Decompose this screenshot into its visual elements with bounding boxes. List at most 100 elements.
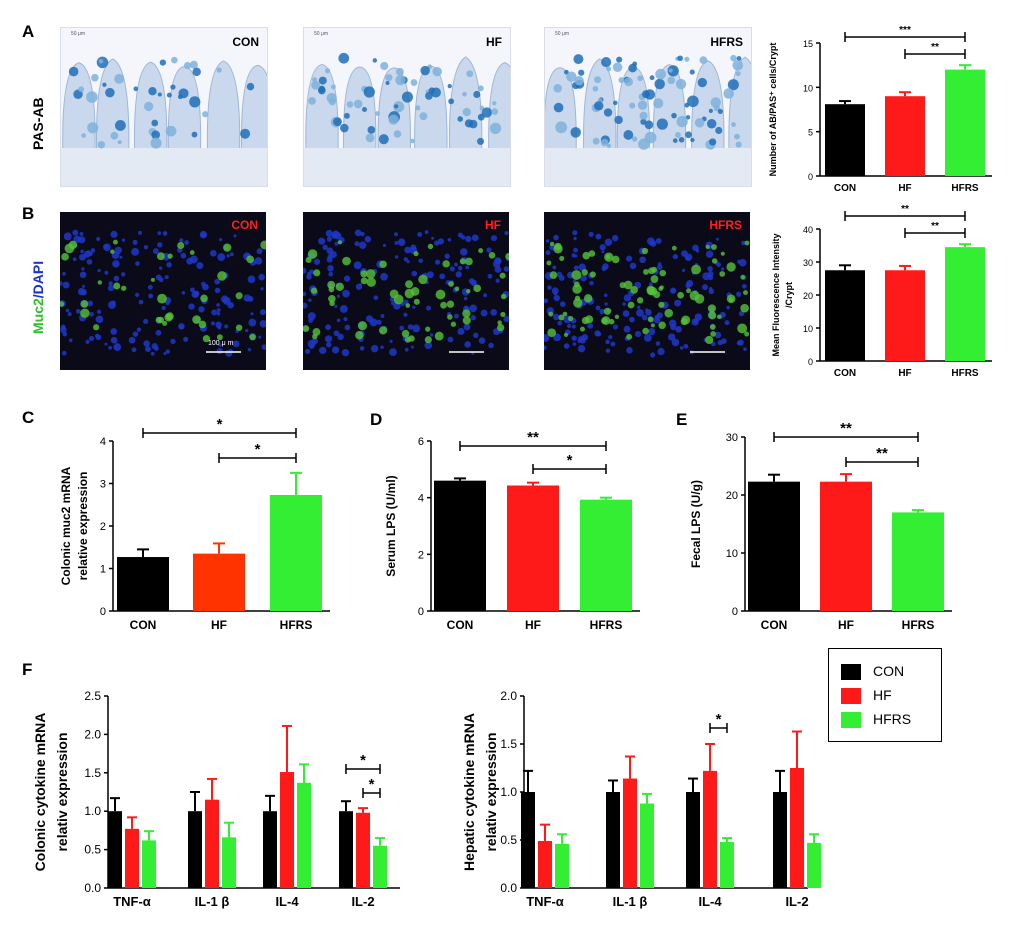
bar-f1-con: [188, 811, 202, 888]
bar-a-hfrs: [945, 69, 985, 176]
bar-f2-con: [773, 792, 787, 888]
x-tick-label-f2: IL-4: [698, 894, 722, 909]
bar-f1-hfrs: [373, 845, 387, 888]
x-tick-label-f1: TNF-α: [113, 894, 151, 909]
pas-ab-label-hf: HF: [486, 35, 502, 49]
bar-f1-hfrs: [142, 840, 156, 888]
bar-e-hf: [820, 481, 872, 611]
y-tick-label-d: 4: [418, 493, 424, 505]
pas-ab-micrograph-con: CON 50 μm: [60, 27, 268, 187]
y-axis-label-b: Mean Fluorescence Intensity: [771, 233, 781, 356]
y-tick-label-d: 6: [418, 436, 424, 448]
y-tick-label-f1: 2.5: [84, 689, 101, 703]
bar-f1-hf: [356, 812, 370, 888]
y-tick-label-b: 20: [803, 291, 813, 301]
y-tick-label-d: 0: [418, 606, 424, 618]
bar-f1-hf: [125, 828, 139, 888]
bar-f2-con: [686, 792, 700, 888]
y-tick-label-a: 5: [808, 128, 813, 138]
y-tick-label-c: 1: [100, 564, 106, 576]
y-tick-label-f2: 0.5: [500, 833, 517, 847]
y-tick-label-a: 10: [803, 83, 813, 93]
panel-label-f: F: [22, 660, 33, 679]
y-tick-label-c: 3: [100, 479, 106, 491]
y-tick-label-f1: 2.0: [84, 727, 101, 741]
bar-e-con: [748, 481, 800, 611]
muc2-dapi-micrograph-hf: HF: [303, 212, 509, 370]
x-tick-label-b: HFRS: [951, 368, 979, 379]
y-axis-label2-f2: relativ expression: [483, 732, 499, 851]
significance-label-f2: *: [716, 711, 722, 728]
x-tick-label-c: CON: [130, 618, 157, 632]
panel-label-b: B: [22, 204, 35, 223]
bar-a-con: [825, 104, 865, 176]
significance-label-d: *: [567, 452, 573, 469]
y-tick-label-e: 0: [732, 606, 738, 618]
x-tick-label-c: HFRS: [280, 618, 313, 632]
bar-c-con: [117, 557, 169, 611]
panel-label-a: A: [22, 22, 35, 41]
x-tick-label-e: HF: [838, 618, 854, 632]
bar-f1-con: [263, 811, 277, 888]
bar-f1-con: [339, 811, 353, 888]
muc2-dapi-micrograph-con: CON 100 μ m: [60, 212, 266, 370]
muc2-dapi-label-hf: HF: [485, 218, 501, 232]
x-tick-label-b: HF: [898, 368, 911, 379]
y-tick-label-b: 10: [803, 324, 813, 334]
bar-f2-hf: [703, 770, 717, 888]
bar-f2-hfrs: [807, 842, 821, 888]
significance-label-f1: *: [369, 776, 375, 793]
pas-scale-label: 50 μm: [71, 31, 85, 37]
x-tick-label-a: CON: [834, 183, 856, 194]
y-axis-label-e: Fecal LPS (U/g): [689, 480, 703, 568]
bar-f2-con: [521, 792, 535, 888]
legend-swatch-hfrs: [841, 712, 861, 728]
y-tick-label-c: 0: [100, 606, 106, 618]
bar-f1-con: [108, 811, 122, 888]
muc2-dapi-label-con: CON: [231, 218, 258, 232]
pas-ab-micrograph-hf: HF 50 μm: [303, 27, 511, 187]
panel-label-d: D: [370, 410, 383, 429]
legend: CON HF HFRS: [828, 648, 942, 742]
bar-f2-hf: [623, 778, 637, 888]
bar-c-hfrs: [270, 494, 322, 611]
y-axis-label-a: Number of AB/PAS⁺ cells/Crypt: [768, 43, 778, 177]
y-tick-label-f1: 1.0: [84, 804, 101, 818]
y-tick-label-e: 10: [726, 548, 738, 560]
y-axis-label2-c: relative expression: [76, 472, 90, 581]
pas-scale-label: 50 μm: [555, 31, 569, 37]
significance-label-d: **: [527, 429, 539, 446]
legend-label-hfrs: HFRS: [873, 711, 912, 727]
y-tick-label-e: 30: [726, 432, 738, 444]
bar-f1-hfrs: [222, 837, 236, 888]
y-tick-label-f2: 0.0: [500, 881, 517, 895]
x-tick-label-f1: IL-4: [275, 894, 299, 909]
significance-label-a: **: [931, 42, 939, 53]
y-tick-label-f2: 1.0: [500, 785, 517, 799]
pas-ab-label-con: CON: [232, 35, 259, 49]
bar-f1-hf: [205, 799, 219, 888]
bar-b-hfrs: [945, 247, 985, 361]
y-tick-label-c: 4: [100, 436, 106, 448]
x-tick-label-d: HF: [525, 618, 541, 632]
y-tick-label-b: 40: [803, 225, 813, 235]
y-tick-label-d: 2: [418, 549, 424, 561]
bar-f1-hfrs: [297, 782, 311, 888]
x-tick-label-f1: IL-2: [351, 894, 374, 909]
bar-f2-hf: [790, 768, 804, 888]
y-axis-label2-f1: relativ expression: [54, 732, 70, 851]
significance-label-c: *: [255, 441, 261, 458]
y-tick-label-a: 0: [808, 172, 813, 182]
significance-label-e: **: [840, 420, 852, 437]
significance-label-f1: *: [360, 752, 366, 769]
pas-scale-label: 50 μm: [314, 31, 328, 37]
x-tick-label-f2: IL-2: [785, 894, 808, 909]
pas-ab-micrograph-hfrs: HFRS 50 μm: [544, 27, 752, 187]
bar-d-con: [434, 480, 486, 611]
significance-label-b: **: [931, 221, 939, 232]
muc2-dapi-label-hfrs: HFRS: [709, 218, 742, 232]
x-tick-label-d: HFRS: [590, 618, 623, 632]
legend-swatch-hf: [841, 688, 861, 704]
y-tick-label-b: 30: [803, 258, 813, 268]
